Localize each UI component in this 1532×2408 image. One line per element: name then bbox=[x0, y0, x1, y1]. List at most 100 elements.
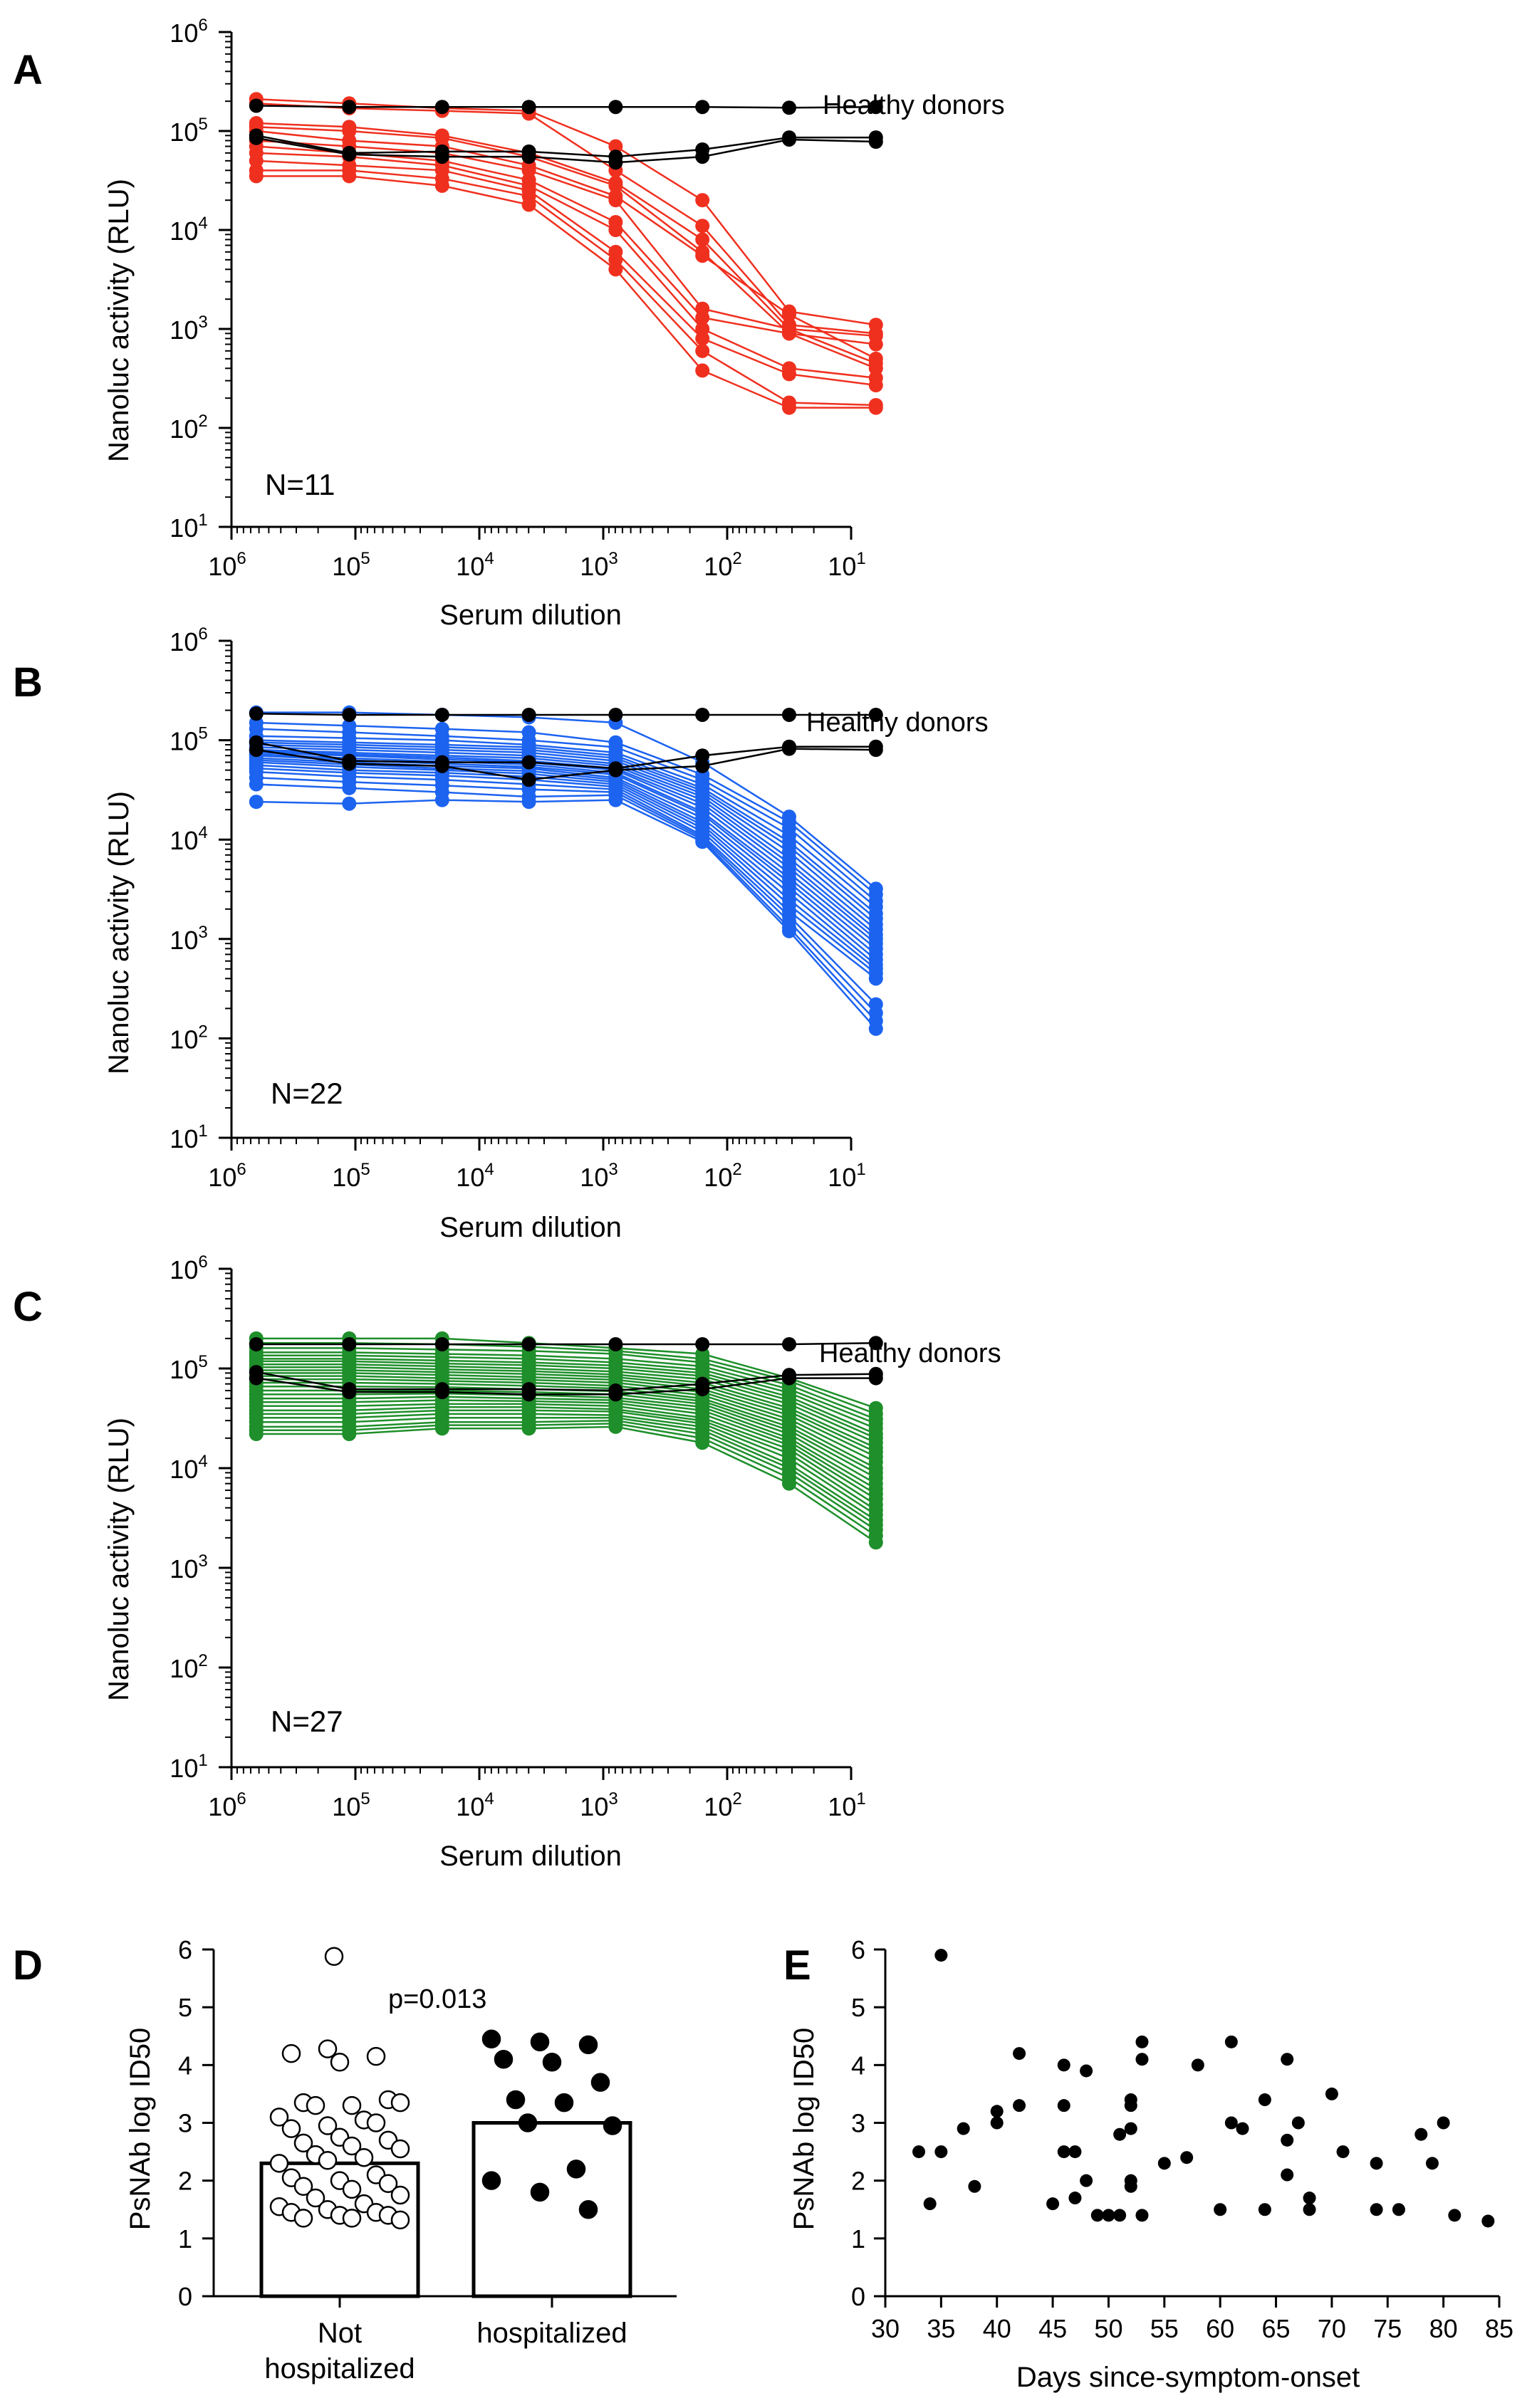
panel-e-point bbox=[990, 2105, 1004, 2118]
panel-d-point bbox=[390, 2185, 410, 2205]
panel-e-point bbox=[1135, 2035, 1149, 2048]
panel-a-xtick-label: 103 bbox=[580, 549, 618, 581]
panel-d-point bbox=[269, 2108, 289, 2127]
panel-e-point bbox=[957, 2122, 970, 2135]
panel-e-point bbox=[1281, 2053, 1294, 2066]
panel-c-patient-series-line bbox=[256, 1405, 877, 1511]
panel-b-patient-series-line bbox=[256, 739, 877, 915]
panel-a-xtick-label: 106 bbox=[208, 549, 246, 581]
panel-c-patient-series-line bbox=[256, 1358, 877, 1435]
panel-d-point bbox=[542, 2053, 562, 2072]
panel-b-healthy-series-point bbox=[434, 758, 449, 773]
panel-e-ytick-label: 0 bbox=[851, 2282, 865, 2311]
panel-d-point bbox=[566, 2160, 586, 2179]
panel-b-ytick-label: 103 bbox=[170, 923, 207, 955]
panel-e-point bbox=[1336, 2145, 1350, 2159]
panel-e-ytick-label: 5 bbox=[851, 1993, 865, 2022]
panel-d-point bbox=[306, 2095, 325, 2115]
panel-a-patient-series-point bbox=[695, 248, 710, 263]
panel-a-patient-series-point bbox=[782, 367, 796, 382]
panel-e-point bbox=[1325, 2087, 1338, 2100]
panel-d-point bbox=[578, 2035, 598, 2055]
panel-d-point bbox=[281, 2043, 301, 2063]
panel-b-healthy-series-point bbox=[868, 743, 883, 758]
panel-d-point bbox=[481, 2029, 501, 2049]
panel-d-point bbox=[530, 2032, 550, 2052]
panel-e-point bbox=[1224, 2116, 1238, 2130]
panel-c-patient-series-line bbox=[256, 1337, 877, 1409]
panel-b-patient-series-line bbox=[256, 799, 877, 1030]
panel-b-xlabel: Serum dilution bbox=[439, 1212, 622, 1243]
panel-b-xtick-label: 102 bbox=[704, 1160, 741, 1192]
panel-e-xtick-label: 45 bbox=[1038, 2314, 1067, 2343]
panel-b-healthy-series-point bbox=[249, 706, 264, 721]
panel-e-point bbox=[1013, 2099, 1026, 2113]
panel-c-xtick-label: 103 bbox=[580, 1789, 618, 1821]
panel-c-patient-series-line bbox=[256, 1363, 877, 1444]
panel-b: B Nanoluc activity (RLU) Serum dilution … bbox=[13, 624, 989, 1243]
panel-c-patient-series-line bbox=[256, 1417, 877, 1526]
panel-b-patient-series-point bbox=[782, 923, 796, 938]
panel-d-point bbox=[324, 1947, 344, 1966]
panel-c-patient-series-line bbox=[256, 1393, 877, 1490]
panel-a-patient-series-point bbox=[695, 331, 710, 346]
panel-b-healthy-series-point bbox=[695, 748, 710, 763]
panel-a-healthy-series-point bbox=[434, 150, 449, 164]
panel-e-point bbox=[1448, 2209, 1461, 2222]
panel-a-xtick-label: 101 bbox=[828, 549, 865, 581]
panel-d-ytick-label: 5 bbox=[178, 1993, 192, 2022]
panel-a-healthy-series-point bbox=[695, 100, 710, 115]
panel-e-xtick-label: 35 bbox=[927, 2314, 955, 2343]
panel-b-ytick-label: 105 bbox=[170, 724, 207, 756]
panel-a-n-label: N=11 bbox=[265, 468, 335, 501]
panel-e-point bbox=[1281, 2133, 1294, 2147]
panel-b-patient-series-line bbox=[256, 728, 877, 902]
panel-c-patient-series-point bbox=[695, 1435, 710, 1450]
panel-c-patient-series-point bbox=[249, 1427, 264, 1442]
panel-a-healthy-series-point bbox=[521, 100, 536, 115]
panel-b-xtick-label: 104 bbox=[456, 1160, 494, 1192]
panel-a-patient-series-point bbox=[868, 400, 883, 415]
panel-b-patient-series-point bbox=[249, 777, 264, 792]
panel-d-point bbox=[293, 2177, 313, 2197]
panel-d-point bbox=[554, 2093, 574, 2113]
panel-a-patient-series-point bbox=[608, 262, 623, 277]
panel-a-healthy-series-line bbox=[256, 135, 876, 158]
panel-b-healthy-series-point bbox=[782, 707, 796, 722]
panel-e-xtick-label: 75 bbox=[1373, 2314, 1402, 2343]
panel-d-point bbox=[590, 2073, 610, 2092]
panel-c-xtick-label: 101 bbox=[828, 1789, 865, 1821]
panel-d-ytick-label: 6 bbox=[178, 1935, 192, 1964]
panel-a-healthy-series-point bbox=[249, 130, 264, 145]
panel-b-patient-series-line bbox=[256, 721, 877, 896]
panel-d-point bbox=[318, 2039, 338, 2058]
panel-e-point bbox=[968, 2179, 981, 2193]
panel-e-point bbox=[1236, 2122, 1249, 2135]
panel-c-patient-series-line bbox=[256, 1351, 877, 1425]
panel-b-patient-series-line bbox=[256, 767, 877, 980]
panel-c-healthy-series-point bbox=[342, 1385, 357, 1400]
panel-e-point bbox=[1057, 2058, 1070, 2072]
panel-e-ytick-label: 3 bbox=[851, 2109, 865, 2138]
panel-e-point bbox=[1281, 2168, 1294, 2182]
panel-b-patient-series-point bbox=[249, 795, 264, 810]
panel-e-point bbox=[1303, 2203, 1316, 2216]
panel-e-point bbox=[1180, 2151, 1194, 2164]
panel-c-patient-series-line bbox=[256, 1347, 877, 1420]
panel-c-xtick-label: 102 bbox=[704, 1789, 741, 1821]
panel-e-point bbox=[1068, 2145, 1082, 2159]
panel-b-patient-series-line bbox=[256, 776, 877, 1014]
panel-c-healthy-series-point bbox=[608, 1336, 623, 1351]
panel-e-point bbox=[1437, 2116, 1450, 2130]
panel-d-point bbox=[378, 2174, 398, 2193]
panel-e-xtick-label: 55 bbox=[1150, 2314, 1179, 2343]
panel-a-healthy-series-point bbox=[521, 150, 536, 164]
panel-a-healthy-series-point bbox=[608, 100, 623, 115]
panel-e-point bbox=[1291, 2116, 1305, 2130]
panel-e-point bbox=[1258, 2093, 1271, 2107]
panel-c-patient-series-line bbox=[256, 1425, 877, 1544]
panel-a-healthy-series-point bbox=[342, 100, 357, 115]
panel-b-ytick-label: 101 bbox=[170, 1121, 207, 1153]
panel-e-point bbox=[1080, 2174, 1093, 2187]
panel-d-cat2-line1: hospitalized bbox=[476, 2318, 627, 2349]
